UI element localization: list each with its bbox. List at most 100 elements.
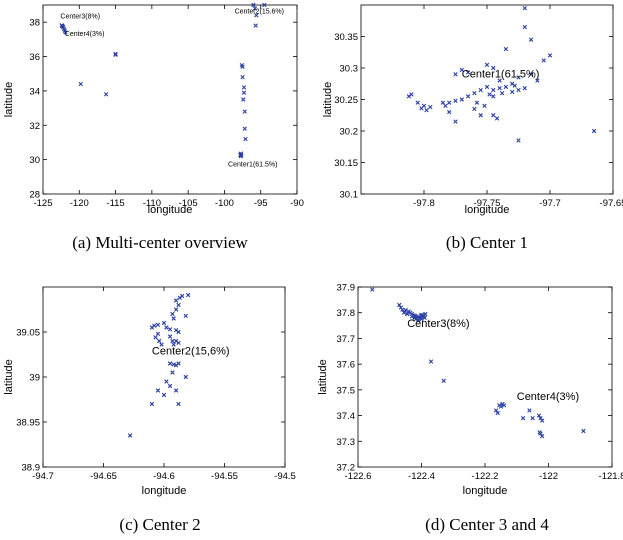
x-axis-label: longitude [463,485,508,497]
data-point [167,361,173,366]
data-point [155,322,161,327]
data-point [415,100,420,105]
data-point [405,311,410,317]
data-point [497,85,502,91]
data-point [176,401,181,407]
x-tick-label: -125 [33,198,52,209]
data-point [406,94,412,99]
data-point [167,334,173,339]
data-point [472,106,477,112]
data-point [487,92,492,97]
x-tick-label: -97.7 [539,198,561,209]
data-point [103,92,109,97]
data-point [240,64,245,70]
data-point [252,6,258,11]
panel-caption: (b) Center 1 [446,233,528,252]
data-point [153,335,158,340]
data-point [491,113,496,118]
data-point [63,30,68,35]
data-point [441,378,446,384]
data-point [173,298,179,303]
data-point [537,430,542,435]
data-point [171,362,176,367]
data-point [428,359,434,364]
chart-panel-2: -97.8 -97.75 -97.7 -97.65 30.1 30.15 30.2 30.25… [322,4,623,252]
data-point [482,103,487,108]
chart-panel-1: -125 -120 -115 -110 -105 -100 -95 -90 28 30 32 34 36… [3,2,304,252]
data-point [447,100,452,105]
data-point [522,85,527,91]
chart-panel-3: -94.7 -94.65 -94.6 -94.55 -94.5 38.9 38.95 39 39… [3,286,296,534]
data-point [238,154,244,159]
data-point [428,104,433,110]
data-point [493,408,499,413]
y-axis-label: latitude [322,82,334,117]
data-point [164,379,169,384]
data-point [528,72,534,77]
data-point [241,97,246,102]
data-point [242,126,247,131]
data-point [484,62,490,68]
center-annotation: Center3(8%) [60,14,100,21]
data-point [491,87,496,93]
center-annotation: Center4(3%) [517,391,579,403]
data-point [241,85,247,90]
data-point [149,401,155,407]
y-tick-label: 37.7 [337,334,356,345]
y-tick-label: 37.2 [337,463,356,474]
data-point [527,408,532,413]
center-annotation: Center2(15.6%) [235,9,284,16]
data-point [170,338,175,344]
data-point [149,325,155,330]
y-tick-label: 37.6 [337,360,356,371]
data-point [520,415,526,421]
data-point [251,2,256,8]
data-point [530,415,535,421]
plot-area [360,4,614,195]
x-tick-label: -110 [143,198,161,209]
x-tick-label: -94.6 [153,471,175,482]
center-annotation: Center3(8%) [407,318,469,330]
data-point [171,316,176,321]
data-point [503,46,509,52]
data-point [401,310,407,315]
data-point [465,94,471,99]
data-point [536,413,542,418]
data-point [262,2,267,8]
data-point [538,415,543,421]
y-tick-label: 30.35 [334,32,358,43]
data-point [173,307,179,312]
data-point [539,418,545,423]
data-point [522,5,527,11]
y-tick-label: 38.9 [22,463,41,474]
data-point [170,311,175,317]
data-point [443,103,448,108]
data-point [127,433,133,438]
data-point [155,331,161,336]
panel-caption: (a) Multi-center overview [72,233,248,252]
data-point [447,109,452,115]
x-tick-label: -122.6 [345,471,372,482]
data-point [161,392,167,398]
data-point [498,404,504,409]
x-tick-label: -95 [254,198,268,209]
y-tick-label: 37.9 [337,283,356,294]
data-point [253,23,258,28]
x-tick-label: -122.4 [408,471,435,482]
data-point [403,307,408,313]
data-point [459,67,464,73]
y-tick-label: 30.15 [334,158,358,169]
data-point [370,287,375,292]
y-axis-label: latitude [3,359,15,394]
data-point [497,78,502,83]
y-tick-label: 32 [29,121,40,132]
center-annotation: Center2(15,6%) [152,346,230,358]
data-point [78,81,83,87]
x-axis-label: longitude [142,485,187,497]
y-tick-label: 28 [29,190,40,201]
y-tick-label: 37.5 [337,385,356,396]
y-tick-label: 30.25 [334,95,358,106]
data-point [183,313,188,318]
